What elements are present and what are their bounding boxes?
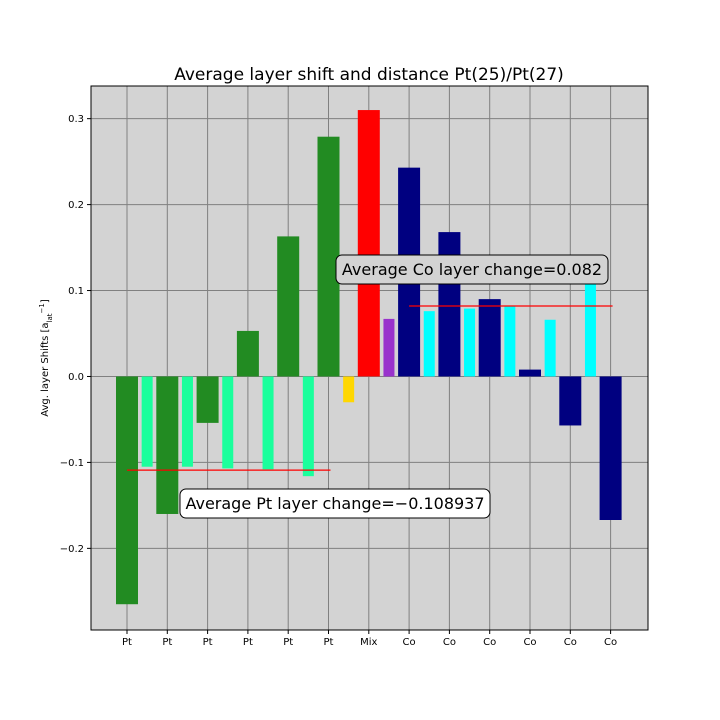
y-tick-label: −0.1 bbox=[60, 458, 84, 469]
x-tick-label: Pt bbox=[162, 637, 172, 648]
distance-bar bbox=[544, 319, 556, 377]
shift-bar bbox=[599, 376, 622, 520]
distance-bar bbox=[423, 311, 435, 377]
pt-average-annotation: Average Pt layer change=−0.108937 bbox=[179, 488, 491, 519]
shift-bar bbox=[478, 299, 501, 377]
y-tick-label: 0.2 bbox=[68, 200, 84, 211]
distance-bar bbox=[141, 376, 153, 467]
bars bbox=[116, 110, 622, 605]
x-tick-label: Co bbox=[564, 637, 577, 648]
shift-bar bbox=[438, 232, 461, 377]
x-tick-label: Co bbox=[483, 637, 496, 648]
y-tick-label: 0.1 bbox=[68, 286, 84, 297]
co-average-annotation: Average Co layer change=0.082 bbox=[335, 254, 609, 285]
shift-bar bbox=[236, 330, 259, 377]
pt-annotation-box bbox=[179, 488, 491, 519]
distance-bar bbox=[302, 376, 314, 477]
x-tick-label: Co bbox=[443, 637, 456, 648]
x-tick-label: Pt bbox=[203, 637, 213, 648]
distance-bar bbox=[262, 376, 274, 470]
x-tick-label: Co bbox=[403, 637, 416, 648]
plot-frame bbox=[90, 85, 649, 631]
shift-bar bbox=[519, 369, 541, 377]
x-tick-label: Mix bbox=[360, 637, 377, 648]
y-tick-label: 0.0 bbox=[68, 372, 84, 383]
y-tick-label: −0.2 bbox=[60, 544, 84, 555]
shift-bar bbox=[357, 110, 380, 377]
distance-bar bbox=[464, 308, 476, 377]
x-tick-label: Co bbox=[523, 637, 536, 648]
distance-bar bbox=[504, 306, 516, 377]
shift-bar bbox=[116, 376, 138, 605]
distance-bar bbox=[222, 376, 234, 469]
average-lines bbox=[127, 305, 613, 471]
distance-bar bbox=[181, 376, 193, 467]
axis-ticks: −0.2 −0.1 0.0 0.1 0.2 0.3 Pt Pt Pt Pt Pt Pt Mix Co Co C… bbox=[60, 114, 617, 648]
shift-bar bbox=[559, 376, 582, 426]
x-tick-label: Pt bbox=[283, 637, 293, 648]
pt-annotation-text: Average Pt layer change=−0.108937 bbox=[185, 494, 484, 513]
distance-bar bbox=[584, 281, 596, 377]
shift-bar bbox=[196, 376, 219, 423]
distance-bar bbox=[383, 318, 395, 377]
x-tick-label: Pt bbox=[243, 637, 253, 648]
co-annotation-box bbox=[335, 254, 609, 285]
y-axis-label: Avg. layer Shifts [alat−1] bbox=[38, 299, 54, 417]
shift-bar bbox=[277, 236, 300, 377]
shift-bar bbox=[156, 376, 179, 514]
distance-bar bbox=[343, 376, 355, 403]
x-tick-label: Pt bbox=[324, 637, 334, 648]
co-annotation-text: Average Co layer change=0.082 bbox=[342, 260, 602, 279]
chart-title: Average layer shift and distance Pt(25)/… bbox=[174, 65, 564, 85]
shift-bar bbox=[317, 136, 340, 377]
x-tick-label: Co bbox=[604, 637, 617, 648]
y-tick-label: 0.3 bbox=[68, 114, 84, 125]
x-tick-label: Pt bbox=[122, 637, 132, 648]
